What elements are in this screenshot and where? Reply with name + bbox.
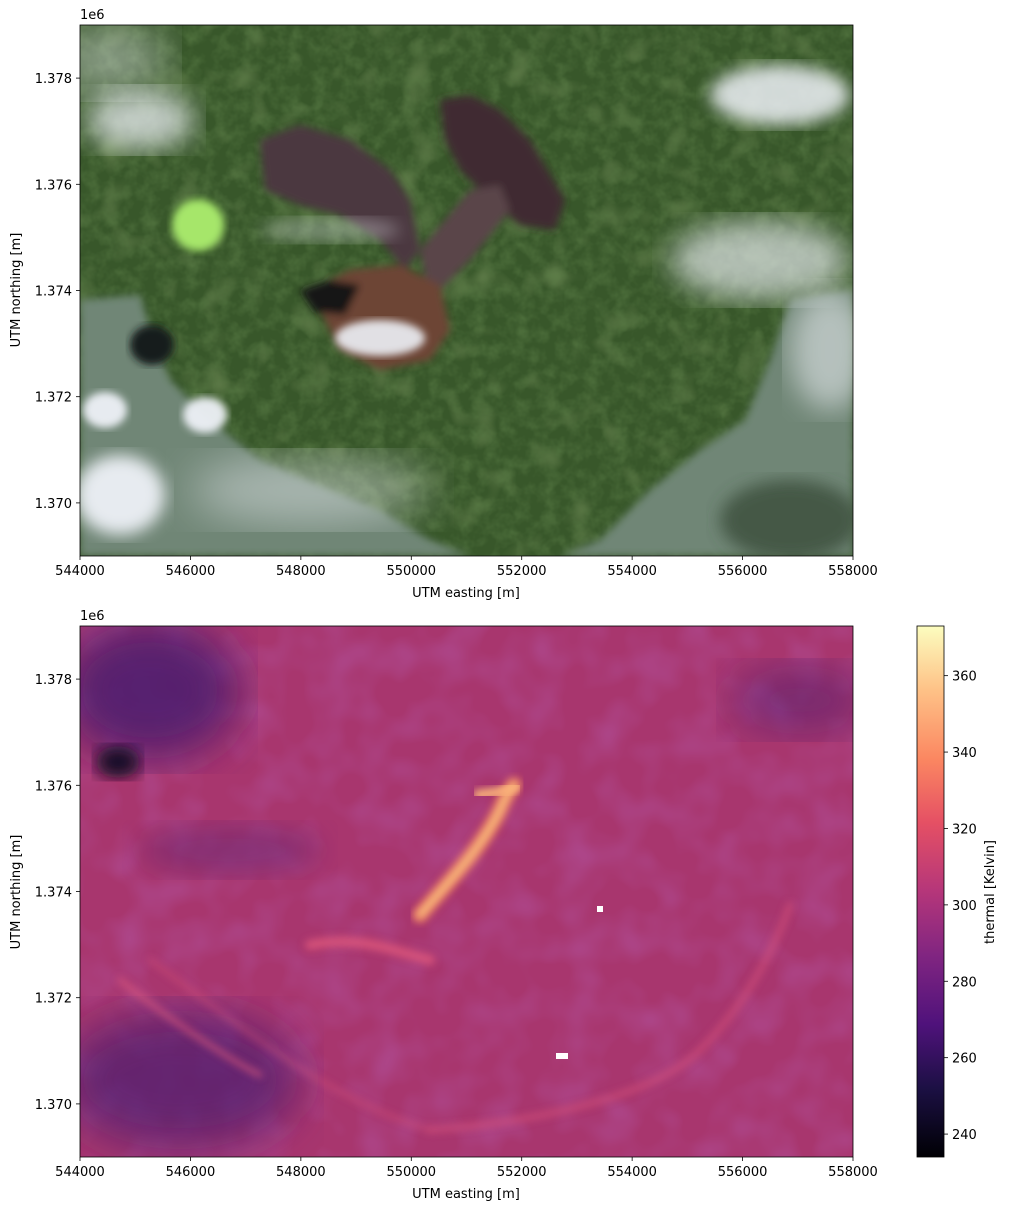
thermal-x-tick-label: 548000 <box>276 1165 326 1180</box>
thermal-x-tick-label: 556000 <box>718 1165 768 1180</box>
thermal-y-tick-label: 1.370 <box>35 1098 72 1113</box>
cold-spot <box>96 746 140 778</box>
colorbar-tick-label: 300 <box>952 899 977 914</box>
rgb-y-axis-label: UTM northing [m] <box>9 233 24 348</box>
thermal-x-axis-label: UTM easting [m] <box>412 1187 520 1202</box>
nodata-pixel-a <box>597 906 603 912</box>
thermal-x-tick-label: 544000 <box>55 1165 105 1180</box>
hot-flow <box>412 777 522 923</box>
rgb-y-tick-label: 1.376 <box>35 178 72 193</box>
thermal-x-tick-label: 554000 <box>607 1165 657 1180</box>
rgb-x-tick-label: 546000 <box>166 564 216 579</box>
thermal-panel: 544000 546000 548000 550000 552000 554000 5560… <box>9 609 998 1202</box>
thermal-x-axis: 544000 546000 548000 550000 552000 554000 5560… <box>55 1157 878 1180</box>
rgb-y-offset-label: 1e6 <box>80 8 105 23</box>
colorbar-label: thermal [Kelvin] <box>983 840 998 944</box>
colorbar-tick-label: 360 <box>952 670 977 685</box>
dark-lake <box>130 325 174 365</box>
rgb-x-tick-label: 558000 <box>828 564 878 579</box>
rgb-y-tick-label: 1.378 <box>35 72 72 87</box>
rgb-x-tick-label: 544000 <box>55 564 105 579</box>
rgb-x-tick-label: 550000 <box>386 564 436 579</box>
rgb-x-axis: 544000 546000 548000 550000 552000 554000 5560… <box>55 556 878 579</box>
thermal-y-tick-label: 1.376 <box>35 779 72 794</box>
rgb-x-tick-label: 548000 <box>276 564 326 579</box>
colorbar-ticks: 240 260 280 300 320 340 360 <box>944 670 977 1143</box>
colorbar-tick-label: 280 <box>952 975 977 990</box>
colorbar-tick-label: 340 <box>952 746 977 761</box>
rgb-y-tick-label: 1.374 <box>35 285 72 300</box>
colorbar-gradient <box>916 625 945 1158</box>
thermal-x-tick-label: 546000 <box>166 1165 216 1180</box>
thermal-y-tick-label: 1.372 <box>35 992 72 1007</box>
rgb-image-panel: 544000 546000 548000 550000 552000 554000 5560… <box>9 8 878 601</box>
rgb-image <box>80 25 853 556</box>
rgb-y-tick-label: 1.372 <box>35 391 72 406</box>
cool-zones <box>80 626 853 1150</box>
thermal-x-tick-label: 558000 <box>828 1165 878 1180</box>
rgb-x-tick-label: 554000 <box>607 564 657 579</box>
rgb-x-tick-label: 556000 <box>718 564 768 579</box>
rgb-y-axis: 1.370 1.372 1.374 1.376 1.378 <box>35 72 80 512</box>
thermal-y-offset-label: 1e6 <box>80 609 105 624</box>
warm-streaks <box>117 902 793 1133</box>
thermal-y-axis: 1.370 1.372 1.374 1.376 1.378 <box>35 673 80 1113</box>
thermal-y-tick-label: 1.378 <box>35 673 72 688</box>
rgb-x-axis-label: UTM easting [m] <box>412 586 520 601</box>
green-pond <box>172 199 224 251</box>
lake-west <box>80 295 470 556</box>
thermal-y-axis-label: UTM northing [m] <box>9 835 24 950</box>
thermal-image <box>80 626 853 1157</box>
rgb-y-tick-label: 1.370 <box>35 497 72 512</box>
thermal-y-tick-label: 1.374 <box>35 886 72 901</box>
thermal-x-tick-label: 550000 <box>386 1165 436 1180</box>
rgb-x-tick-label: 552000 <box>497 564 547 579</box>
nodata-pixel-b <box>556 1053 568 1059</box>
colorbar-tick-label: 320 <box>952 822 977 837</box>
colorbar-tick-label: 240 <box>952 1128 977 1143</box>
colorbar-tick-label: 260 <box>952 1052 977 1067</box>
clouds <box>80 25 853 535</box>
colorbar: 240 260 280 300 320 340 360 thermal [Kelvin] <box>916 625 998 1158</box>
thermal-x-tick-label: 552000 <box>497 1165 547 1180</box>
